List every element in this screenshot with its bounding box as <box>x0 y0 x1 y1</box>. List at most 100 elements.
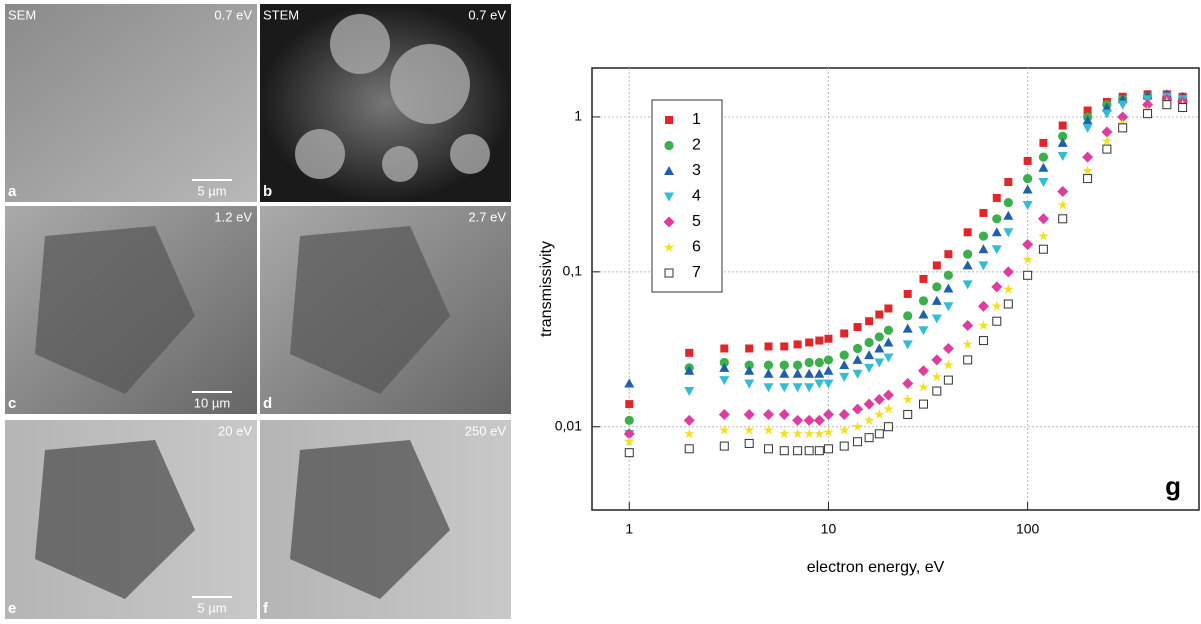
data-point <box>883 422 893 432</box>
data-point <box>978 244 989 254</box>
legend-marker <box>664 166 674 175</box>
data-point <box>853 437 863 447</box>
data-point <box>1038 162 1049 172</box>
data-point <box>823 379 834 389</box>
data-point <box>1057 137 1068 147</box>
data-point <box>932 261 941 270</box>
data-point <box>683 428 695 439</box>
panel-letter: f <box>263 600 269 617</box>
data-point <box>852 421 863 432</box>
data-point <box>624 436 635 447</box>
data-point <box>1003 283 1014 294</box>
data-point <box>839 441 849 451</box>
data-point <box>1057 186 1069 198</box>
data-point <box>1101 126 1113 138</box>
data-point <box>1038 230 1049 241</box>
data-point <box>931 295 942 305</box>
data-point <box>1142 99 1154 111</box>
panel-letter: b <box>263 183 272 200</box>
data-point <box>883 337 894 347</box>
data-point <box>902 378 914 390</box>
legend-label: 4 <box>692 188 701 205</box>
data-point <box>744 438 754 448</box>
data-point <box>822 408 834 420</box>
data-point <box>932 386 942 396</box>
data-point <box>779 360 789 370</box>
data-point <box>838 424 850 435</box>
data-point <box>838 408 850 420</box>
panel-energy: 20 eV <box>218 423 252 438</box>
data-point <box>1003 210 1014 220</box>
cell <box>295 129 345 179</box>
data-point <box>803 428 815 439</box>
panel-energy: 0.7 eV <box>468 7 506 22</box>
data-point <box>779 428 790 439</box>
data-point <box>762 408 774 420</box>
data-point <box>942 342 954 354</box>
legend-label: 1 <box>692 111 701 128</box>
data-point <box>962 260 973 270</box>
cell <box>330 14 390 74</box>
cell <box>450 134 490 174</box>
data-point <box>745 344 754 353</box>
data-point <box>864 337 874 348</box>
panel-energy: 250 eV <box>465 423 507 438</box>
data-point <box>1003 197 1013 208</box>
data-point <box>903 289 912 298</box>
data-point <box>874 429 884 439</box>
legend-box <box>651 99 723 293</box>
data-point <box>780 342 789 351</box>
data-point <box>1058 121 1067 130</box>
data-point <box>917 365 929 377</box>
data-point <box>763 360 774 370</box>
legend-marker <box>664 192 674 202</box>
data-point <box>813 414 825 426</box>
data-point <box>931 354 943 366</box>
data-point <box>839 350 849 360</box>
data-point <box>624 415 634 425</box>
y-tick-label: 1 <box>574 108 582 124</box>
data-point <box>883 403 894 414</box>
data-point <box>1022 184 1033 194</box>
data-point <box>1101 135 1113 146</box>
data-point <box>1102 144 1112 154</box>
x-axis-label: electron energy, eV <box>807 559 945 576</box>
data-point <box>918 309 929 319</box>
data-point <box>991 245 1002 255</box>
data-point <box>903 311 913 321</box>
data-point <box>865 317 874 326</box>
data-point <box>874 358 885 368</box>
data-point <box>1038 152 1049 162</box>
data-point <box>902 323 913 333</box>
legend-label: 7 <box>692 264 701 281</box>
data-point <box>823 426 834 437</box>
data-point <box>778 408 790 420</box>
data-point <box>1003 228 1014 238</box>
scale-label: 5 µm <box>197 600 226 615</box>
data-point <box>1117 111 1129 123</box>
data-point <box>804 383 815 393</box>
data-point <box>744 365 755 375</box>
data-point <box>744 360 754 370</box>
data-point <box>719 362 730 372</box>
data-point <box>992 214 1002 224</box>
data-point <box>779 383 790 393</box>
data-point <box>1083 106 1092 115</box>
data-point <box>978 320 989 331</box>
data-point <box>931 314 942 324</box>
data-point <box>873 393 885 405</box>
data-point <box>1082 123 1093 133</box>
data-point <box>1058 214 1068 224</box>
data-point <box>902 340 913 350</box>
data-point <box>1023 173 1033 184</box>
data-point <box>864 350 875 360</box>
data-point <box>963 249 973 259</box>
data-point <box>874 408 885 419</box>
legend-label: 2 <box>692 137 701 154</box>
data-point <box>792 368 803 378</box>
data-point <box>823 444 833 454</box>
legend-label: 5 <box>692 213 701 230</box>
data-point <box>853 323 862 332</box>
data-point <box>683 414 695 426</box>
data-point <box>962 338 973 349</box>
